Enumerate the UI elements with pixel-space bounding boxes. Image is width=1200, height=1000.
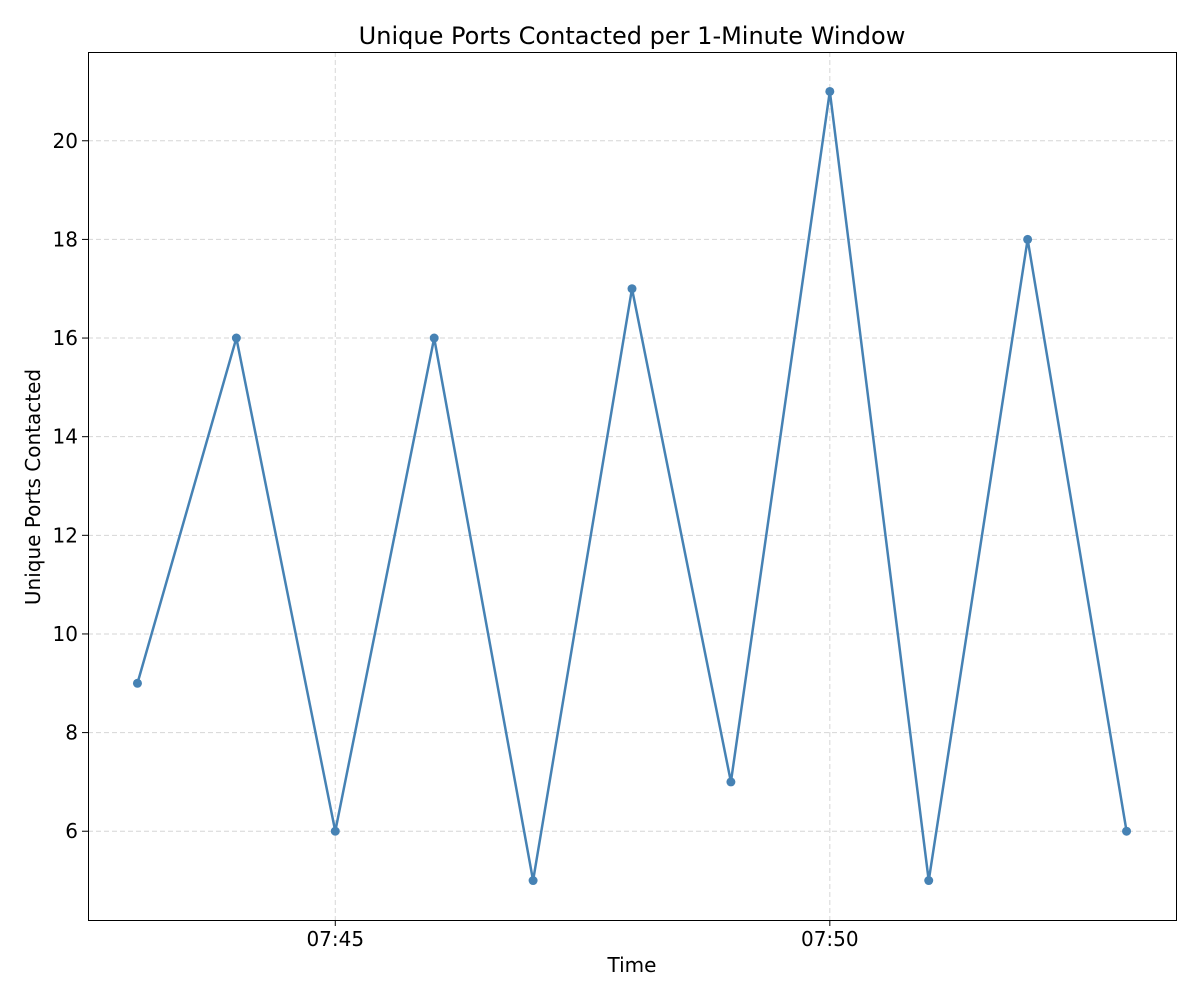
x-tick-label: 07:45 bbox=[306, 927, 364, 951]
data-point bbox=[330, 826, 340, 836]
data-point bbox=[528, 876, 538, 886]
y-tick-label: 10 bbox=[53, 622, 78, 646]
data-point bbox=[132, 678, 142, 688]
y-axis-label: Unique Ports Contacted bbox=[21, 369, 45, 605]
y-tick-label: 6 bbox=[65, 819, 78, 843]
plot-frame bbox=[88, 52, 1177, 921]
tick-layer: 6 8 10 12 14 16 18 20 07:45 07:50 bbox=[53, 129, 859, 951]
data-point bbox=[924, 876, 934, 886]
data-point bbox=[825, 86, 835, 96]
chart-title: Unique Ports Contacted per 1-Minute Wind… bbox=[359, 22, 906, 50]
x-tick-label: 07:50 bbox=[801, 927, 859, 951]
x-axis-label: Time bbox=[607, 953, 657, 977]
y-tick-label: 16 bbox=[53, 326, 78, 350]
y-tick-label: 18 bbox=[53, 227, 78, 251]
data-point bbox=[726, 777, 736, 787]
data-point bbox=[429, 333, 439, 343]
grid-layer bbox=[88, 52, 1176, 920]
y-tick-label: 20 bbox=[53, 129, 78, 153]
data-point bbox=[1023, 234, 1033, 244]
series-line bbox=[136, 90, 1128, 882]
data-point bbox=[231, 333, 241, 343]
data-point bbox=[1122, 826, 1132, 836]
series-layer bbox=[132, 86, 1132, 886]
data-point bbox=[627, 284, 637, 294]
y-tick-label: 14 bbox=[53, 425, 78, 449]
y-tick-label: 12 bbox=[53, 523, 78, 547]
y-tick-label: 8 bbox=[65, 721, 78, 745]
